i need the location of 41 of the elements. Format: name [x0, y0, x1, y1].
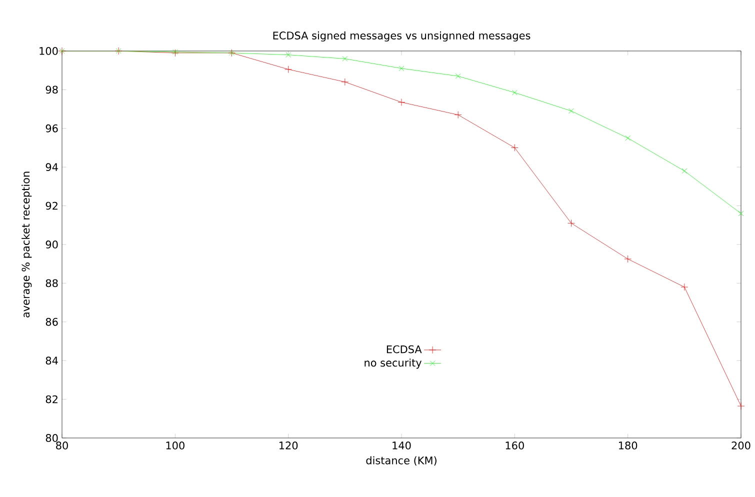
- point: [682, 168, 688, 174]
- point: [342, 56, 348, 62]
- chart-title: ECDSA signed messages vs unsignned messages: [273, 31, 530, 42]
- x-axis-title: distance (KM): [366, 456, 436, 466]
- y-tick-label: 90: [46, 240, 58, 248]
- y-tick-label: 82: [46, 395, 58, 404]
- x-tick-label: 140: [392, 442, 411, 450]
- y-tick-label: 84: [46, 356, 58, 365]
- point: [738, 210, 744, 216]
- point: [624, 255, 632, 263]
- y-tick-label: 94: [46, 163, 58, 172]
- point: [737, 402, 745, 410]
- y-tick-label: 88: [46, 279, 58, 288]
- point: [512, 90, 518, 96]
- point: [510, 144, 518, 152]
- legend-label: no security: [364, 358, 422, 369]
- y-tick-label: 92: [46, 202, 58, 210]
- y-axis-title: average % packet reception: [22, 172, 32, 318]
- point: [568, 108, 574, 114]
- point: [454, 111, 462, 119]
- y-tick-label: 98: [46, 86, 58, 94]
- legend-label: ECDSA: [386, 345, 422, 354]
- y-tick-label: 96: [46, 124, 58, 132]
- point: [284, 66, 292, 74]
- point: [680, 283, 688, 291]
- x-tick-label: 160: [506, 442, 524, 450]
- point: [625, 135, 631, 141]
- point: [398, 66, 404, 72]
- y-tick-label: 80: [46, 434, 58, 442]
- y-tick-label: 100: [40, 47, 58, 55]
- point: [341, 78, 349, 86]
- point: [286, 52, 292, 58]
- point: [398, 98, 406, 106]
- x-tick-label: 100: [166, 442, 184, 450]
- point: [455, 73, 461, 79]
- x-tick-label: 80: [56, 442, 68, 450]
- x-tick-label: 180: [619, 442, 638, 450]
- y-tick-label: 86: [46, 318, 58, 326]
- x-tick-label: 120: [280, 442, 298, 450]
- x-tick-label: 200: [732, 442, 750, 450]
- point: [568, 220, 575, 227]
